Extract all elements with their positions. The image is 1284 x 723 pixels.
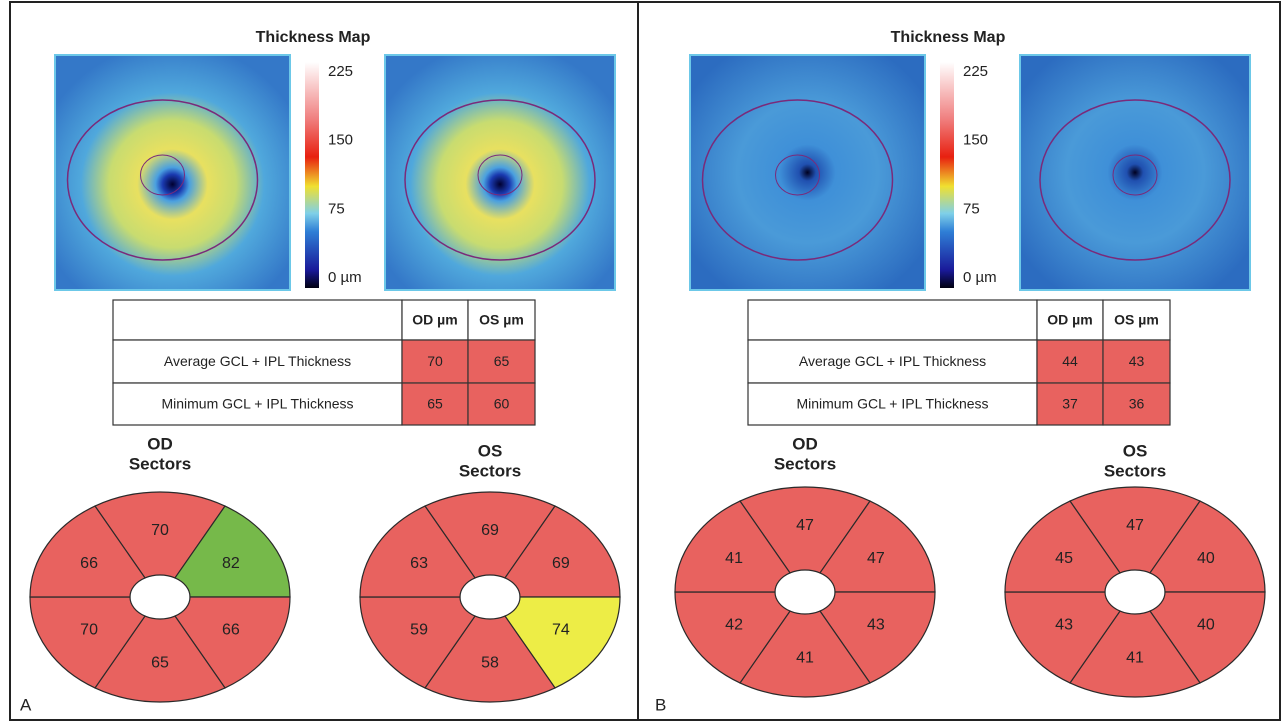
sector-eye: OS — [1123, 441, 1148, 460]
thickness-map — [1020, 55, 1250, 290]
sector-value: 43 — [867, 616, 885, 633]
colorbar-label: 0 µm — [328, 269, 362, 286]
sector-eye: OD — [792, 434, 818, 453]
table-value: 65 — [427, 396, 443, 412]
sector-value: 42 — [725, 616, 743, 633]
sector-value: 40 — [1197, 550, 1215, 567]
sector-value: 70 — [151, 522, 169, 539]
row-label: Minimum GCL + IPL Thickness — [161, 396, 353, 412]
sector-value: 69 — [552, 555, 570, 572]
sector-value: 65 — [151, 654, 169, 671]
map-title: Thickness Map — [891, 29, 1006, 46]
thickness-map — [690, 55, 925, 290]
panel-label: B — [655, 695, 666, 714]
sector-value: 69 — [481, 522, 499, 539]
table-value: 36 — [1129, 396, 1145, 412]
table-value: 65 — [494, 353, 510, 369]
table-value: 44 — [1062, 353, 1078, 369]
sector-value: 63 — [410, 555, 428, 572]
table-cell — [748, 300, 1037, 340]
sector-value: 41 — [796, 649, 814, 666]
sector-caption: Sectors — [129, 454, 191, 473]
sector-caption: Sectors — [774, 454, 836, 473]
sector-value: 70 — [80, 621, 98, 638]
table-header: OD µm — [1047, 312, 1092, 328]
table-value: 70 — [427, 353, 443, 369]
map-title: Thickness Map — [256, 29, 371, 46]
thickness-map — [385, 55, 615, 290]
table-header: OS µm — [1114, 312, 1159, 328]
sector-eye: OD — [147, 434, 173, 453]
table-cell — [113, 300, 402, 340]
sector-value: 45 — [1055, 550, 1073, 567]
colorbar — [305, 62, 319, 288]
sector-value: 58 — [481, 654, 499, 671]
sector-caption: Sectors — [459, 461, 521, 480]
sector-value: 74 — [552, 621, 570, 638]
sector-value: 82 — [222, 555, 240, 572]
sector-caption: Sectors — [1104, 461, 1166, 480]
sector-value: 47 — [796, 517, 814, 534]
table-value: 43 — [1129, 353, 1145, 369]
sector-value: 43 — [1055, 616, 1073, 633]
table-header: OD µm — [412, 312, 457, 328]
colorbar-label: 225 — [963, 63, 988, 80]
colorbar-label: 150 — [963, 132, 988, 149]
page: A Thickness Map 225 150 75 0 µm OD µm OS µm Aver… — [0, 0, 1284, 723]
sector-value: 41 — [725, 550, 743, 567]
thickness-map — [55, 55, 290, 290]
sector-eye: OS — [478, 441, 503, 460]
colorbar-label: 225 — [328, 63, 353, 80]
table-header: OS µm — [479, 312, 524, 328]
colorbar-label: 75 — [328, 200, 345, 217]
sector-value: 41 — [1126, 649, 1144, 666]
sector-value: 47 — [1126, 517, 1144, 534]
sector-value: 66 — [80, 555, 98, 572]
table-value: 60 — [494, 396, 510, 412]
row-label: Minimum GCL + IPL Thickness — [796, 396, 988, 412]
row-label: Average GCL + IPL Thickness — [164, 353, 351, 369]
sector-value: 40 — [1197, 616, 1215, 633]
colorbar-label: 0 µm — [963, 269, 997, 286]
colorbar-label: 150 — [328, 132, 353, 149]
row-label: Average GCL + IPL Thickness — [799, 353, 986, 369]
sector-value: 47 — [867, 550, 885, 567]
figure: A Thickness Map 225 150 75 0 µm OD µm OS µm Aver… — [0, 0, 1284, 723]
sector-value: 59 — [410, 621, 428, 638]
panel-label: A — [20, 695, 32, 714]
colorbar-label: 75 — [963, 200, 980, 217]
colorbar — [940, 62, 954, 288]
table-value: 37 — [1062, 396, 1078, 412]
sector-value: 66 — [222, 621, 240, 638]
